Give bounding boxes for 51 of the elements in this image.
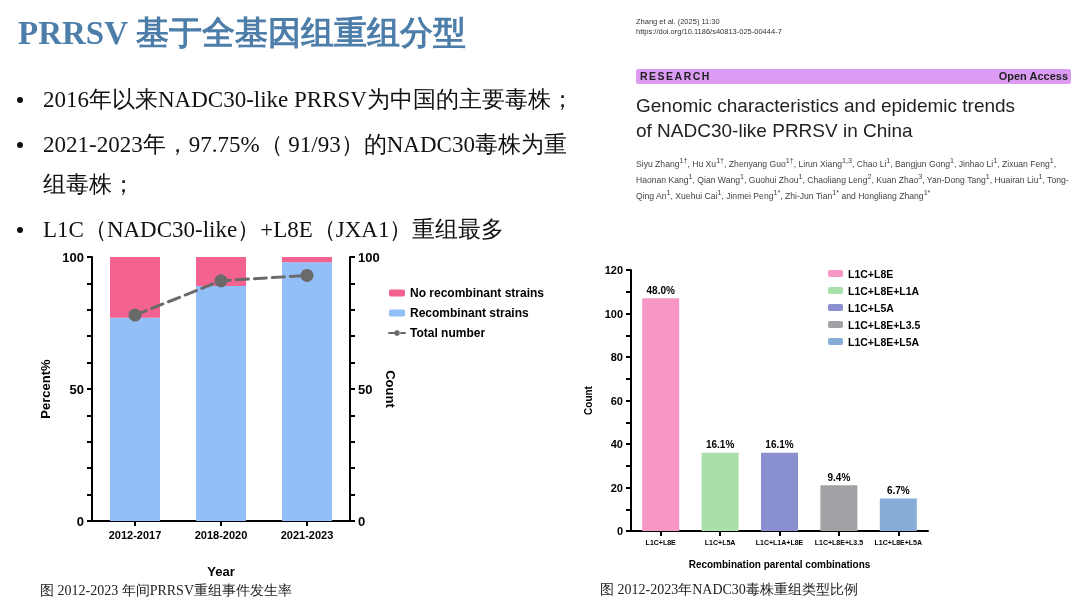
text: 2021-2023年，97.75%（ 91/93）的NADC30毒株为重组毒株； xyxy=(43,132,567,197)
y-tick-label: 100 xyxy=(62,249,84,265)
y-tick-label: 100 xyxy=(604,307,623,320)
point xyxy=(214,274,228,288)
y2-tick-label: 100 xyxy=(358,249,380,265)
text: 2016年以来NADC30-like PRRSV为中国的主要毒株； xyxy=(43,87,574,112)
bar xyxy=(282,262,332,521)
x-axis-title: Recombination parental combinations xyxy=(688,558,871,570)
y-axis-title: Percent% xyxy=(38,358,53,419)
bar xyxy=(110,257,160,318)
x-axis-title: Year xyxy=(207,564,235,579)
legend-label: L1C+L8E xyxy=(848,267,894,280)
annotation: 16.1% xyxy=(705,439,735,451)
annotation: 16.1% xyxy=(765,439,794,451)
x-tick-label: 2012-2017 xyxy=(108,528,162,541)
y-tick-label: 0 xyxy=(76,513,84,529)
legend-label: Recombinant strains xyxy=(410,306,530,320)
text: PRRSV 基于全基因组重组分型 xyxy=(18,14,466,53)
legend-label: L1C+L8E+L3.5 xyxy=(848,318,921,331)
y-tick-label: 20 xyxy=(610,481,623,494)
x-tick-label: 2018-2020 xyxy=(194,528,248,541)
bar xyxy=(282,257,332,263)
bar xyxy=(196,286,246,521)
y-tick-label: 0 xyxy=(616,525,623,537)
y-tick-label: 40 xyxy=(610,438,623,450)
legend-label: L1C+L8E+L5A xyxy=(848,335,920,348)
bar xyxy=(110,317,160,521)
text: L1C（NADC30-like）+L8E（JXA1）重组最多 xyxy=(43,217,505,242)
y-tick-label: 60 xyxy=(610,394,623,407)
annotation: 9.4% xyxy=(827,471,851,483)
caption: 图 2012-2023 年间PRRSV重组事件发生率 xyxy=(40,582,293,600)
y-tick-label: 80 xyxy=(610,351,623,363)
y-tick-label: 120 xyxy=(604,264,623,276)
legend-label: L1C+L8E+L1A xyxy=(848,284,920,297)
text: Siyu Zhang$^{1†}$, Hu Xu$^{1†}$, Zhenyang Guo$^{1†}$, Lirun Xiang$^{1,3}$, Chao Li$^{1}$, Bangjun Gong$^{1}$, Jinhao Li$^{1}$, Zixuan Feng$^{1}$, Haonan Kang$^{1}$, Qian Wang$^{1}$, Guohui Zhou$^{1}$, Chaoliang Leng$^{2}$, Kuan Zhao$^{3}$, Yan-Dong Tang$^{1}$, Huairan Liu$^{1}$, Tong-Qing An$^{1}$, Xuehui Cai$^{1}$, Jinmei Peng$^{1*}$, Zhi-Jun Tian$^{1*}$ and Hongliang Zhang$^{1*}$ xyxy=(636,157,1069,201)
point xyxy=(128,308,142,322)
y2-tick-label: 0 xyxy=(358,513,366,529)
annotation: 6.7% xyxy=(886,484,910,496)
point xyxy=(300,268,314,282)
banner: RESEARCH Open Access xyxy=(636,69,1071,84)
legend-label: L1C+L5A xyxy=(848,301,895,314)
x-tick-label: 2021-2023 xyxy=(280,528,334,541)
legend-label: Total number xyxy=(410,326,486,340)
y-axis-title: Count xyxy=(583,385,595,415)
annotation: 48.0% xyxy=(646,284,675,296)
legend-label: No recombinant strains xyxy=(410,286,545,300)
y-tick-label: 50 xyxy=(69,381,84,397)
text: Genomic characteristics and epidemic trends of NADC30-like PRRSV in China xyxy=(636,94,1017,143)
y2-tick-label: 50 xyxy=(358,381,373,397)
caption: 图 2012-2023年NADC30毒株重组类型比例 xyxy=(600,581,858,599)
y2-axis-title: Count xyxy=(383,370,398,409)
